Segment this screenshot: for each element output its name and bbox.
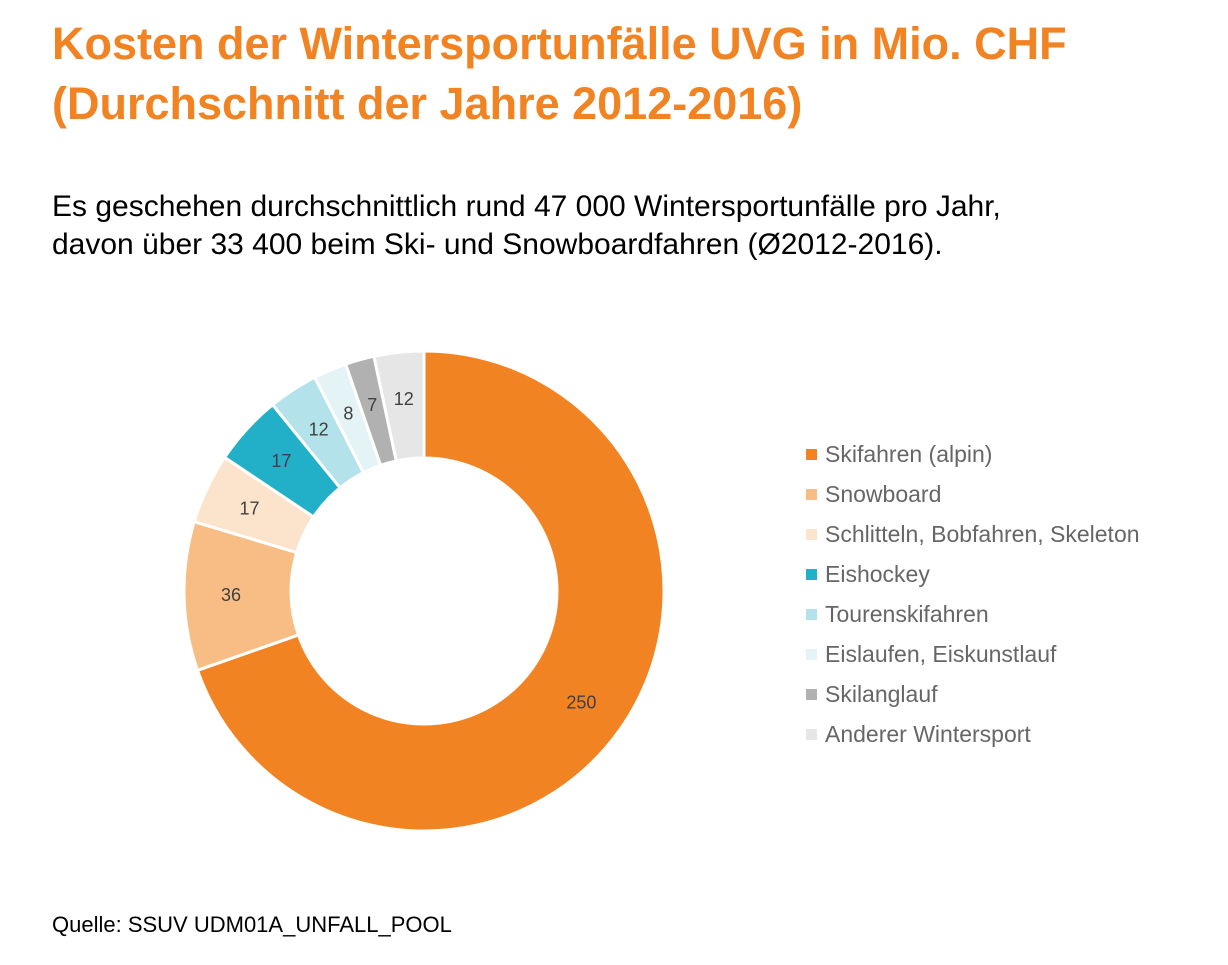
legend-label-3: Eishockey bbox=[825, 560, 930, 587]
legend-item-1: Snowboard bbox=[806, 474, 1140, 514]
chart-legend: Skifahren (alpin) Snowboard Schlitteln, Bo… bbox=[806, 434, 1140, 754]
chart-title-line-2: (Durchschnitt der Jahre 2012-2016) bbox=[52, 78, 803, 129]
data-label-1: 36 bbox=[221, 585, 241, 605]
legend-swatch-3 bbox=[806, 568, 817, 580]
legend-item-3: Eishockey bbox=[806, 554, 1140, 594]
data-label-0: 250 bbox=[566, 693, 596, 713]
legend-item-6: Skilanglauf bbox=[806, 674, 1140, 714]
legend-item-4: Tourenskifahren bbox=[806, 594, 1140, 634]
legend-label-0: Skifahren (alpin) bbox=[825, 440, 993, 467]
donut-slice-7 bbox=[372, 349, 426, 463]
legend-swatch-7 bbox=[806, 728, 817, 740]
legend-label-2: Schlitteln, Bobfahren, Skeleton bbox=[825, 520, 1140, 547]
data-label-6: 7 bbox=[367, 395, 377, 415]
data-label-5: 8 bbox=[343, 403, 353, 423]
donut-chart: 250 36 17 17 12 8 7 12 bbox=[182, 349, 666, 833]
chart-title-line-1: Kosten der Wintersportunfälle UVG in Mio… bbox=[52, 18, 1067, 69]
chart-subtitle-line-1: Es geschehen durchschnittlich rund 47 00… bbox=[52, 190, 1001, 223]
legend-swatch-2 bbox=[806, 528, 817, 540]
data-label-4: 12 bbox=[309, 419, 329, 439]
legend-item-2: Schlitteln, Bobfahren, Skeleton bbox=[806, 514, 1140, 554]
data-label-2: 17 bbox=[240, 498, 260, 518]
legend-label-7: Anderer Wintersport bbox=[825, 720, 1031, 747]
legend-item-0: Skifahren (alpin) bbox=[806, 434, 1140, 474]
chart-subtitle: Es geschehen durchschnittlich rund 47 00… bbox=[52, 188, 1212, 264]
donut-slice-0 bbox=[195, 349, 666, 833]
legend-item-7: Anderer Wintersport bbox=[806, 714, 1140, 754]
legend-swatch-5 bbox=[806, 648, 817, 660]
data-label-7: 12 bbox=[394, 389, 414, 409]
legend-swatch-6 bbox=[806, 688, 817, 700]
legend-swatch-1 bbox=[806, 488, 817, 500]
legend-label-5: Eislaufen, Eiskunstlauf bbox=[825, 640, 1057, 667]
chart-title: Kosten der Wintersportunfälle UVG in Mio… bbox=[52, 14, 1212, 134]
data-label-3: 17 bbox=[271, 451, 291, 471]
legend-item-5: Eislaufen, Eiskunstlauf bbox=[806, 634, 1140, 674]
legend-swatch-4 bbox=[806, 608, 817, 620]
legend-swatch-0 bbox=[806, 448, 817, 460]
legend-label-6: Skilanglauf bbox=[825, 680, 938, 707]
source-note: Quelle: SSUV UDM01A_UNFALL_POOL bbox=[52, 912, 452, 937]
legend-label-4: Tourenskifahren bbox=[825, 600, 989, 627]
legend-label-1: Snowboard bbox=[825, 480, 942, 507]
chart-subtitle-line-2: davon über 33 400 beim Ski- und Snowboar… bbox=[52, 228, 943, 261]
